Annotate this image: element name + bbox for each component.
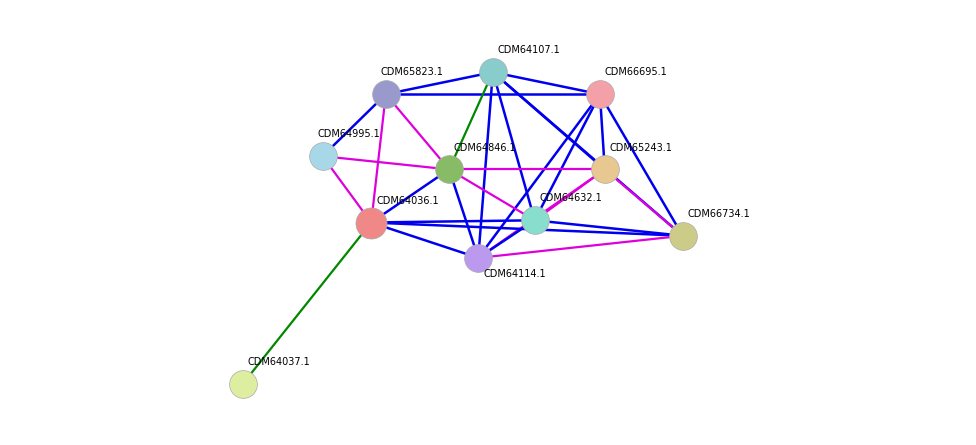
Text: CDM64846.1: CDM64846.1	[454, 143, 516, 153]
Point	[470, 255, 486, 262]
Point	[485, 69, 501, 76]
Point	[597, 166, 613, 173]
Point	[363, 219, 379, 226]
Point	[314, 153, 330, 160]
Text: CDM65243.1: CDM65243.1	[610, 143, 672, 153]
Text: CDM64036.1: CDM64036.1	[376, 196, 438, 206]
Text: CDM65823.1: CDM65823.1	[381, 68, 444, 77]
Point	[441, 166, 457, 173]
Text: CDM64107.1: CDM64107.1	[498, 45, 560, 55]
Text: CDM64037.1: CDM64037.1	[248, 357, 310, 367]
Point	[674, 232, 690, 239]
Point	[378, 91, 393, 98]
Point	[592, 91, 608, 98]
Text: CDM64995.1: CDM64995.1	[317, 129, 381, 139]
Point	[235, 380, 251, 388]
Text: CDM66695.1: CDM66695.1	[605, 68, 668, 77]
Text: CDM64632.1: CDM64632.1	[540, 194, 602, 203]
Text: CDM66734.1: CDM66734.1	[687, 209, 751, 219]
Point	[527, 217, 543, 224]
Text: CDM64114.1: CDM64114.1	[483, 269, 546, 279]
